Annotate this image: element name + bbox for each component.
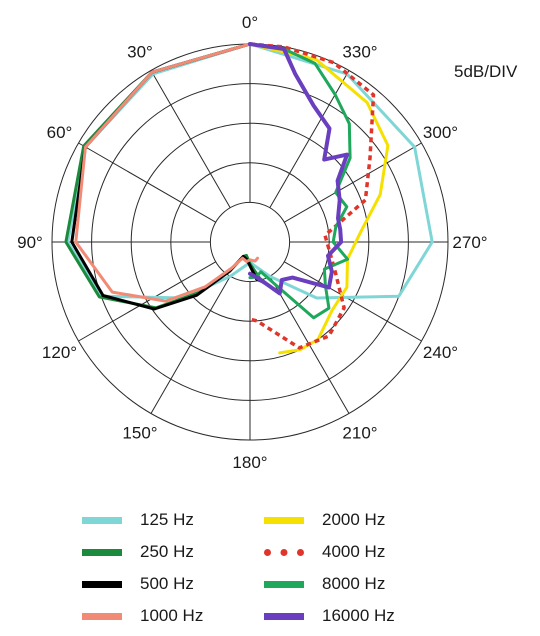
series-line-8000-hz: [248, 42, 352, 320]
legend-swatch: [82, 612, 122, 620]
legend-label: 500 Hz: [140, 574, 194, 593]
legend-item: 2000 Hz: [264, 509, 385, 531]
legend-label: 8000 Hz: [322, 574, 386, 593]
angle-label-240: 240°: [423, 343, 458, 362]
legend-item: 16000 Hz: [264, 605, 395, 627]
legend-label: 16000 Hz: [322, 606, 395, 625]
angle-label-270: 270°: [452, 233, 487, 252]
angle-label-120: 120°: [42, 343, 77, 362]
legend-swatch: [264, 516, 304, 524]
polar-plot: 0° 30° 60° 90° 120° 150° 180° 210° 240° 270° 300° 3…: [17, 13, 518, 470]
legend-item: 4000 Hz: [264, 541, 385, 563]
legend-label: 2000 Hz: [322, 510, 386, 529]
legend-swatch: [82, 548, 122, 556]
angle-label-150: 150°: [122, 424, 157, 443]
legend-swatch: [264, 612, 304, 620]
legend: 125 Hz 2000 Hz 250 Hz 4000 Hz 500 Hz 8000 Hz 1…: [0, 500, 540, 636]
legend-swatch: [264, 548, 304, 556]
angle-label-60: 60°: [47, 123, 73, 142]
angle-label-0: 0°: [242, 13, 258, 32]
legend-label: 250 Hz: [140, 542, 194, 561]
series-line-4000-hz: [249, 42, 376, 350]
grid-spoke-30: [150, 70, 231, 208]
grid-spoke-150: [150, 276, 231, 414]
angle-label-30: 30°: [127, 43, 153, 62]
series-layer: [64, 42, 434, 355]
legend-item: 500 Hz: [82, 573, 194, 595]
legend-item: 8000 Hz: [264, 573, 385, 595]
grid-spoke-60: [78, 142, 216, 223]
legend-label: 1000 Hz: [140, 606, 204, 625]
angle-label-90: 90°: [17, 233, 43, 252]
grid-ring-1: [209, 201, 291, 283]
angle-label-180: 180°: [232, 453, 267, 470]
angle-labels: 0° 30° 60° 90° 120° 150° 180° 210° 240° 270° 300° 3…: [17, 13, 487, 470]
series-line-1000-hz: [74, 42, 259, 303]
scale-label: 5dB/DIV: [454, 62, 518, 81]
angle-label-300: 300°: [423, 123, 458, 142]
legend-item: 125 Hz: [82, 509, 194, 531]
legend-item: 1000 Hz: [82, 605, 203, 627]
legend-swatch: [82, 516, 122, 524]
angle-label-330: 330°: [342, 43, 377, 62]
series-line-16000-hz: [248, 42, 350, 296]
legend-item: 250 Hz: [82, 541, 194, 563]
legend-swatch: [264, 580, 304, 588]
legend-label: 125 Hz: [140, 510, 194, 529]
legend-swatch: [82, 580, 122, 588]
angle-label-210: 210°: [342, 424, 377, 443]
grid-spoke-300: [284, 142, 422, 223]
grid-spoke-240: [284, 261, 422, 342]
polar-grid: [51, 43, 449, 441]
legend-label: 4000 Hz: [322, 542, 386, 561]
grid-spoke-120: [78, 261, 216, 342]
